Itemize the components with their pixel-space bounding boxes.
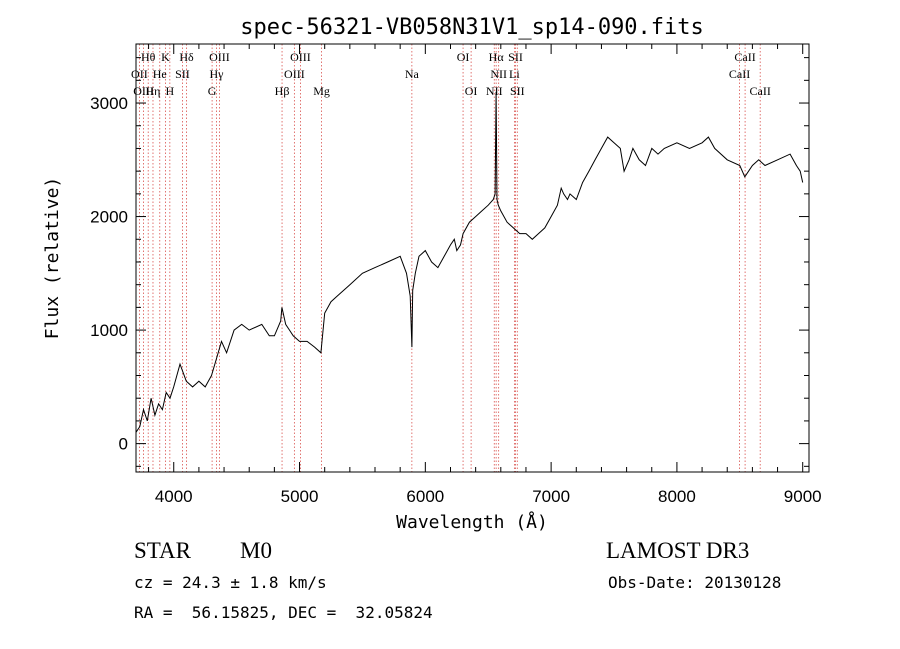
x-axis: 4000 5000 6000 7000 8000 9000 <box>148 44 822 506</box>
line-label-nii: NII <box>486 84 503 98</box>
y-axis: 0 1000 2000 3000 <box>90 57 809 467</box>
line-label-caii: CaII <box>729 67 750 81</box>
line-label-li: Li <box>509 67 520 81</box>
y-tick-label-0: 0 <box>119 435 128 454</box>
survey-name: LAMOST DR3 <box>606 538 750 563</box>
line-label-k: K <box>161 50 170 64</box>
line-label-oii: OII <box>131 67 148 81</box>
x-tick-label-5000: 5000 <box>281 487 319 506</box>
line-label-hη: Hη <box>146 84 161 98</box>
line-label-hδ: Hδ <box>179 50 194 64</box>
x-tick-label-6000: 6000 <box>406 487 444 506</box>
line-label-na: Na <box>405 67 420 81</box>
line-label-sii: SII <box>510 84 525 98</box>
line-label-oi: OI <box>457 50 470 64</box>
line-label-caii: CaII <box>750 84 771 98</box>
line-label-hγ: Hγ <box>210 67 225 81</box>
line-label-oi: OI <box>465 84 478 98</box>
observation-date: Obs-Date: 20130128 <box>608 573 782 592</box>
line-label-oiii: OIII <box>209 50 230 64</box>
y-tick-label-3000: 3000 <box>90 94 128 113</box>
line-label-h: H <box>166 84 175 98</box>
x-tick-label-7000: 7000 <box>532 487 570 506</box>
line-label-hα: Hα <box>489 50 505 64</box>
line-label-oiii: OIII <box>284 67 305 81</box>
line-markers-group <box>138 44 761 472</box>
x-axis-label: Wavelength (Å) <box>396 511 548 533</box>
line-label-hθ: Hθ <box>141 50 156 64</box>
line-label-hβ: Hβ <box>275 84 290 98</box>
x-tick-label-9000: 9000 <box>784 487 822 506</box>
plot-frame <box>135 43 810 473</box>
spectrum-line <box>135 91 804 433</box>
line-label-mg: Mg <box>313 84 330 98</box>
line-label-g: G <box>208 84 217 98</box>
y-tick-label-2000: 2000 <box>90 208 128 227</box>
x-tick-label-4000: 4000 <box>155 487 193 506</box>
y-axis-label: Flux (relative) <box>42 177 63 340</box>
line-label-oiii: OIII <box>133 84 154 98</box>
object-class: STAR <box>134 538 191 563</box>
object-subclass: M0 <box>240 538 272 563</box>
chart-title: spec-56321-VB058N31V1_sp14-090.fits <box>240 15 704 40</box>
x-tick-label-8000: 8000 <box>658 487 696 506</box>
line-label-sii: SII <box>175 67 190 81</box>
line-label-he: He <box>153 67 167 81</box>
redshift-velocity: cz = 24.3 ± 1.8 km/s <box>134 573 327 592</box>
line-label-sii: SII <box>508 50 523 64</box>
coordinates: RA = 56.15825, DEC = 32.05824 <box>134 603 433 622</box>
line-label-nii: NII <box>490 67 507 81</box>
y-tick-label-1000: 1000 <box>90 321 128 340</box>
spectrum-series <box>135 91 804 433</box>
line-label-oiii: OIII <box>290 50 311 64</box>
line-label-caii: CaII <box>734 50 755 64</box>
